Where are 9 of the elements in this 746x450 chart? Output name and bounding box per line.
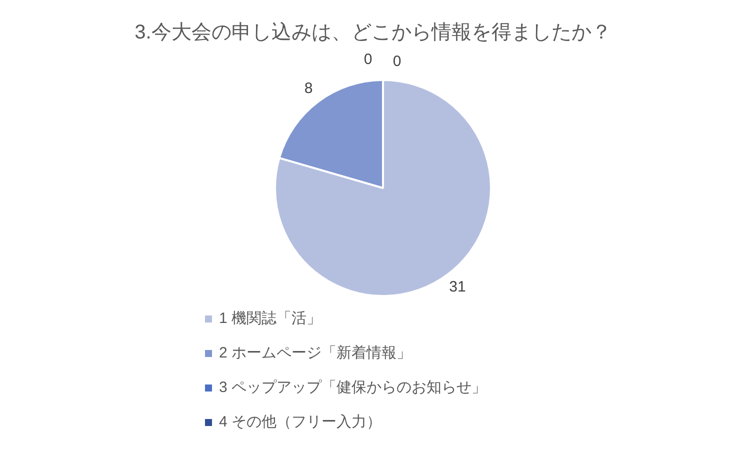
chart-title: 3.今大会の申し込みは、どこから情報を得ましたか？ [134,22,612,44]
legend-label: 1 機関誌「活」 [219,310,322,328]
legend-label: 4 その他（フリー入力） [219,414,382,431]
data-label: 31 [449,278,466,296]
legend-label: 2 ホームページ「新着情報」 [219,344,412,362]
data-label: 8 [304,80,313,98]
legend-label: 3 ペップアップ「健保からのお知らせ」 [219,379,487,396]
text: 0 [364,51,372,68]
text: 0 [392,53,402,70]
